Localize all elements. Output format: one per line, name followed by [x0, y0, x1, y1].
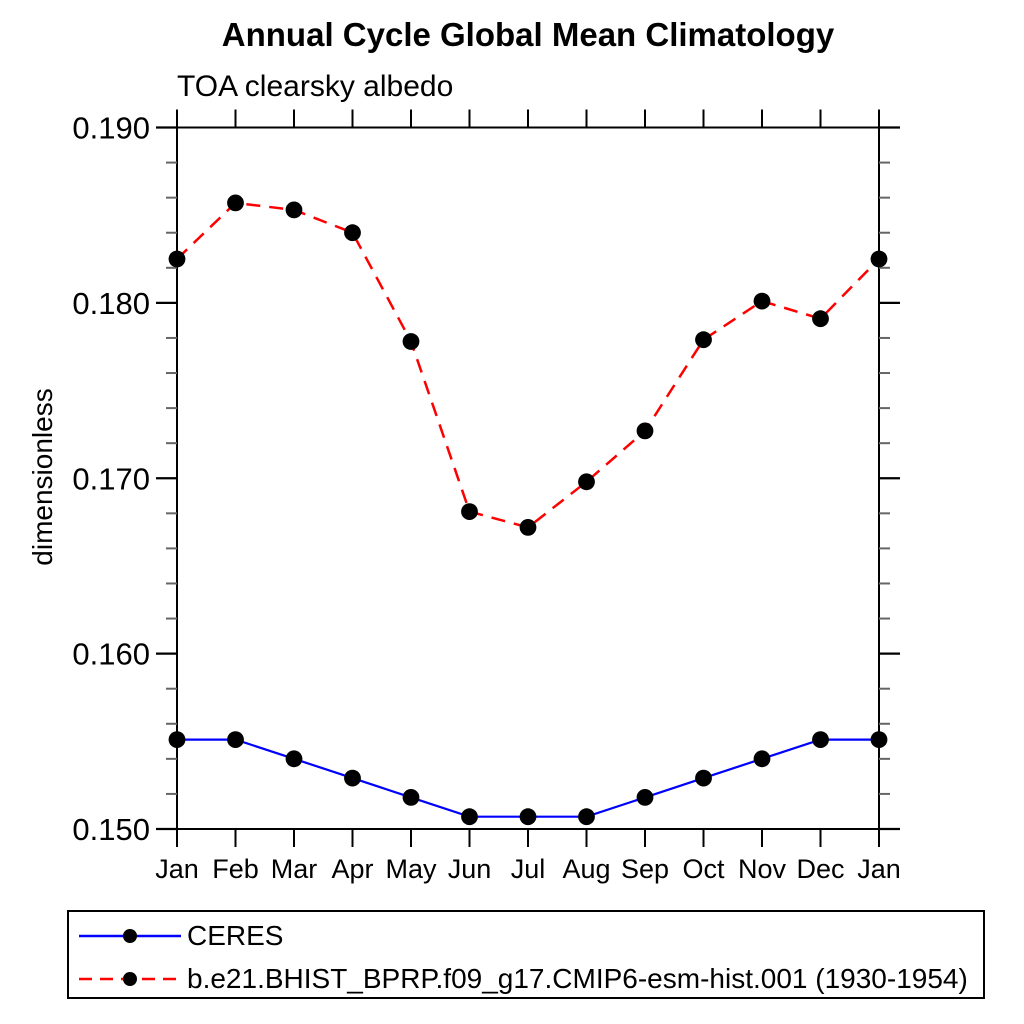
plot-frame	[176, 126, 880, 830]
x-tick-label: Nov	[738, 854, 787, 884]
data-point-marker	[578, 808, 595, 826]
legend-item-model: b.e21.BHIST_BPRP.f09_g17.CMIP6-esm-hist.…	[77, 963, 968, 994]
data-point-marker	[402, 333, 420, 350]
legend-item-ceres: CERES	[77, 920, 284, 951]
x-tick-label: Sep	[621, 854, 669, 884]
x-tick-label: Jan	[155, 854, 199, 884]
x-tick-label: Jul	[511, 854, 546, 884]
data-point-marker	[519, 519, 537, 536]
legend-box: CERES b.e21.BHIST_BPRP.f09_g17.CMIP6-esm…	[67, 910, 985, 999]
data-point-marker	[285, 750, 303, 768]
y-tick-label: 0.190	[72, 111, 150, 146]
data-point-marker	[519, 808, 537, 826]
data-point-marker	[461, 503, 478, 520]
legend-label: CERES	[187, 920, 284, 951]
legend-swatch-solid-line	[79, 929, 181, 943]
x-tick-label: Jan	[857, 854, 901, 884]
y-tick-label: 0.170	[72, 461, 150, 496]
data-point-marker	[812, 731, 829, 748]
data-point-marker	[285, 201, 303, 219]
chart-title: Annual Cycle Global Mean Climatology	[221, 16, 835, 53]
data-point-marker	[344, 224, 361, 242]
x-tick-label: Oct	[682, 854, 725, 884]
data-point-marker	[168, 731, 186, 748]
data-point-marker	[695, 769, 712, 787]
legend-label: b.e21.BHIST_BPRP.f09_g17.CMIP6-esm-hist.…	[187, 963, 968, 994]
series-line-ceres	[177, 738, 879, 818]
x-tick-label: Jun	[448, 854, 492, 884]
data-point-marker	[812, 310, 829, 328]
data-point-marker	[461, 808, 478, 826]
data-point-marker	[870, 731, 888, 748]
data-point-marker	[402, 789, 420, 806]
y-tick-label: 0.150	[72, 812, 150, 847]
data-point-marker	[344, 769, 361, 787]
data-point-marker	[227, 194, 244, 212]
chart-subtitle: TOA clearsky albedo	[177, 70, 454, 103]
data-point-marker	[636, 789, 654, 806]
legend-swatch-dashed-line	[79, 972, 181, 986]
data-point-marker	[753, 750, 771, 768]
x-tick-label: Dec	[796, 854, 844, 884]
data-point-marker	[870, 250, 888, 268]
data-point-marker	[168, 250, 186, 268]
y-tick-label: 0.180	[72, 286, 150, 321]
data-point-marker	[636, 422, 654, 440]
x-tick-label: May	[385, 854, 437, 884]
x-tick-label: Feb	[212, 854, 259, 884]
x-tick-label: Mar	[271, 854, 318, 884]
data-point-marker	[578, 473, 595, 491]
x-tick-label: Apr	[331, 854, 373, 884]
y-tick-label: 0.160	[72, 637, 150, 672]
series-line-model	[176, 201, 880, 529]
x-tick-label: Aug	[562, 854, 610, 884]
data-point-marker	[695, 331, 712, 349]
data-point-marker	[227, 731, 244, 748]
data-point-marker	[753, 292, 771, 310]
